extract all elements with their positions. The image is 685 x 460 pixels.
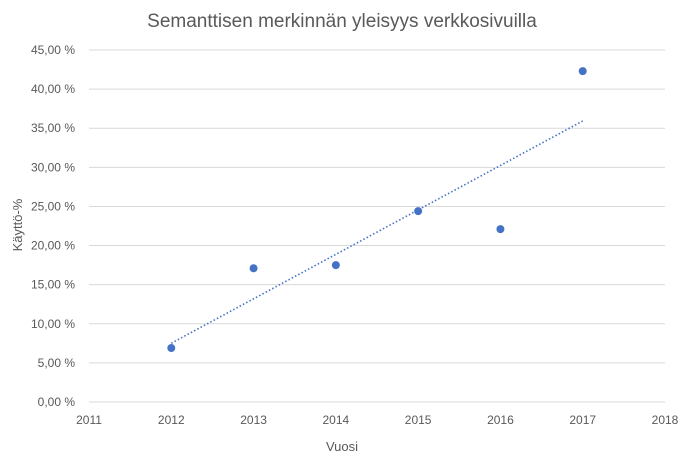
data-point <box>167 344 176 353</box>
x-tick-label: 2016 <box>487 413 514 427</box>
x-tick-label: 2011 <box>76 413 102 427</box>
x-tick-label: 2018 <box>652 413 679 427</box>
y-axis-title: Käyttö-% <box>10 198 25 251</box>
trendline-group <box>170 120 584 344</box>
y-tick-label: 40,00 % <box>31 82 75 96</box>
data-point <box>496 225 505 234</box>
chart-title: Semanttisen merkinnän yleisyys verkkosiv… <box>147 11 537 32</box>
y-tick-label: 5,00 % <box>38 356 76 370</box>
x-axis-ticks: 2011 2012 2013 2014 2015 2016 2017 2018 <box>76 413 679 427</box>
x-tick-label: 2017 <box>569 413 596 427</box>
y-tick-label: 30,00 % <box>31 160 75 174</box>
x-tick-label: 2015 <box>405 413 432 427</box>
data-point <box>249 264 258 273</box>
x-axis-title: Vuosi <box>326 439 358 454</box>
y-tick-label: 10,00 % <box>31 317 75 331</box>
y-tick-label: 45,00 % <box>31 43 75 57</box>
data-points <box>167 67 587 353</box>
trendline <box>170 120 584 344</box>
data-point <box>331 261 340 270</box>
data-point <box>578 67 587 76</box>
y-tick-label: 20,00 % <box>31 239 75 253</box>
y-tick-label: 0,00 % <box>38 395 76 409</box>
gridlines <box>89 49 665 403</box>
data-point <box>414 207 423 216</box>
y-tick-label: 35,00 % <box>31 121 75 135</box>
x-tick-label: 2014 <box>323 413 350 427</box>
y-tick-label: 25,00 % <box>31 199 75 213</box>
y-axis-ticks: 0,00 % 5,00 % 10,00 % 15,00 % 20,00 % 25,00 %… <box>31 43 75 409</box>
x-tick-label: 2013 <box>240 413 267 427</box>
x-tick-label: 2012 <box>158 413 185 427</box>
y-tick-label: 15,00 % <box>31 278 75 292</box>
